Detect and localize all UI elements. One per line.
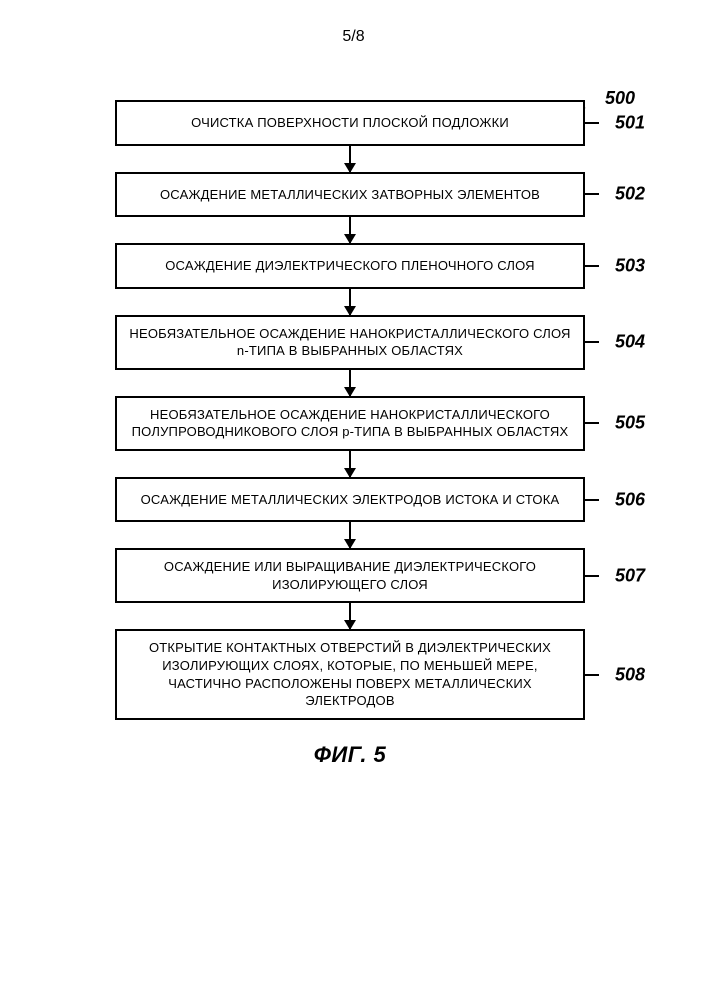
label-tick [585, 193, 599, 195]
flow-step: ОСАЖДЕНИЕ МЕТАЛЛИЧЕСКИХ ЗАТВОРНЫХ ЭЛЕМЕН… [115, 172, 585, 218]
flow-step: НЕОБЯЗАТЕЛЬНОЕ ОСАЖДЕНИЕ НАНОКРИСТАЛЛИЧЕ… [115, 396, 585, 451]
figure-caption: ФИГ. 5 [115, 742, 585, 768]
flow-step-label: 508 [615, 664, 645, 685]
flow-step-label: 507 [615, 565, 645, 586]
flow-step-label: 506 [615, 489, 645, 510]
flow-connector [349, 289, 351, 315]
flow-step-box: ОСАЖДЕНИЕ МЕТАЛЛИЧЕСКИХ ЭЛЕКТРОДОВ ИСТОК… [115, 477, 585, 523]
flow-step: ОЧИСТКА ПОВЕРХНОСТИ ПЛОСКОЙ ПОДЛОЖКИ 501 [115, 100, 585, 146]
flow-step: ОСАЖДЕНИЕ МЕТАЛЛИЧЕСКИХ ЭЛЕКТРОДОВ ИСТОК… [115, 477, 585, 523]
flow-connector [349, 603, 351, 629]
label-tick [585, 122, 599, 124]
flow-step-box: ОСАЖДЕНИЕ ИЛИ ВЫРАЩИВАНИЕ ДИЭЛЕКТРИЧЕСКО… [115, 548, 585, 603]
flow-step: НЕОБЯЗАТЕЛЬНОЕ ОСАЖДЕНИЕ НАНОКРИСТАЛЛИЧЕ… [115, 315, 585, 370]
flow-connector [349, 522, 351, 548]
flow-step-box: ОСАЖДЕНИЕ МЕТАЛЛИЧЕСКИХ ЗАТВОРНЫХ ЭЛЕМЕН… [115, 172, 585, 218]
flow-step-box: НЕОБЯЗАТЕЛЬНОЕ ОСАЖДЕНИЕ НАНОКРИСТАЛЛИЧЕ… [115, 315, 585, 370]
page: 5/8 500 ОЧИСТКА ПОВЕРХНОСТИ ПЛОСКОЙ ПОДЛ… [0, 0, 707, 1000]
flow-step: ОСАЖДЕНИЕ ИЛИ ВЫРАЩИВАНИЕ ДИЭЛЕКТРИЧЕСКО… [115, 548, 585, 603]
flow-step-box: ОЧИСТКА ПОВЕРХНОСТИ ПЛОСКОЙ ПОДЛОЖКИ [115, 100, 585, 146]
flow-step-label: 505 [615, 413, 645, 434]
label-tick [585, 575, 599, 577]
label-tick [585, 265, 599, 267]
label-tick [585, 674, 599, 676]
flow-step: ОТКРЫТИЕ КОНТАКТНЫХ ОТВЕРСТИЙ В ДИЭЛЕКТР… [115, 629, 585, 719]
flow-step-label: 501 [615, 112, 645, 133]
page-number: 5/8 [0, 28, 707, 46]
flow-connector [349, 217, 351, 243]
flow-step-box: ОСАЖДЕНИЕ ДИЭЛЕКТРИЧЕСКОГО ПЛЕНОЧНОГО СЛ… [115, 243, 585, 289]
figure-reference-label: 500 [605, 88, 635, 109]
flow-connector [349, 146, 351, 172]
flow-step: ОСАЖДЕНИЕ ДИЭЛЕКТРИЧЕСКОГО ПЛЕНОЧНОГО СЛ… [115, 243, 585, 289]
label-tick [585, 422, 599, 424]
flow-step-box: ОТКРЫТИЕ КОНТАКТНЫХ ОТВЕРСТИЙ В ДИЭЛЕКТР… [115, 629, 585, 719]
flow-step-label: 503 [615, 255, 645, 276]
flow-connector [349, 370, 351, 396]
label-tick [585, 499, 599, 501]
flow-step-label: 504 [615, 332, 645, 353]
flow-connector [349, 451, 351, 477]
label-tick [585, 341, 599, 343]
flow-step-box: НЕОБЯЗАТЕЛЬНОЕ ОСАЖДЕНИЕ НАНОКРИСТАЛЛИЧЕ… [115, 396, 585, 451]
flowchart: 500 ОЧИСТКА ПОВЕРХНОСТИ ПЛОСКОЙ ПОДЛОЖКИ… [115, 100, 585, 768]
flow-step-label: 502 [615, 184, 645, 205]
